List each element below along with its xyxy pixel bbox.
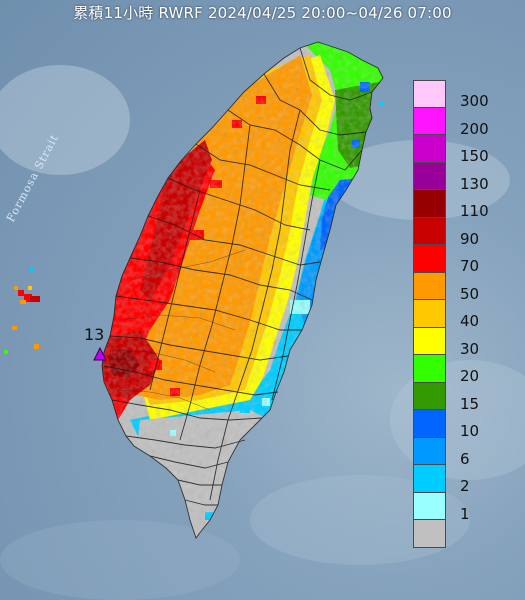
- legend-label: 50: [460, 284, 480, 303]
- legend-label: 200: [460, 119, 489, 138]
- legend-row: 50: [413, 272, 513, 303]
- legend-label: 15: [460, 394, 480, 413]
- legend-swatch: [413, 355, 446, 383]
- legend-row: 150: [413, 135, 513, 165]
- admin-boundaries: [101, 41, 384, 539]
- rivers: [111, 249, 246, 411]
- islet: [380, 102, 383, 105]
- legend-row: [413, 520, 513, 548]
- legend-swatch: [413, 80, 446, 108]
- legend-row: 10: [413, 410, 513, 440]
- legend-label: 20: [460, 367, 480, 385]
- legend-label: 30: [460, 339, 480, 358]
- station-value-label: 13: [84, 325, 105, 344]
- legend-row: 200: [413, 107, 513, 138]
- legend-swatch: [413, 465, 446, 493]
- legend-label: 300: [460, 92, 489, 110]
- map-title: 累積11小時 RWRF 2024/04/25 20:00~04/26 07:00: [73, 4, 452, 22]
- legend-label: 150: [460, 147, 489, 165]
- legend-swatch: [413, 410, 446, 438]
- legend-label: 6: [460, 449, 470, 468]
- legend-swatch: [413, 245, 446, 273]
- legend-swatch: [413, 492, 446, 520]
- legend-swatch: [413, 520, 446, 548]
- legend-swatch: [413, 437, 446, 465]
- legend-label: 2: [460, 477, 470, 495]
- legend-row: 70: [413, 245, 513, 275]
- legend-swatch: [413, 327, 446, 355]
- legend-swatch: [413, 382, 446, 410]
- legend-swatch: [413, 135, 446, 163]
- legend-swatch: [413, 300, 446, 328]
- legend-label: 1: [460, 504, 470, 523]
- legend-row: 1: [413, 492, 513, 523]
- legend-swatch: [413, 190, 446, 218]
- legend-swatch: [413, 162, 446, 190]
- legend-row: 40: [413, 300, 513, 330]
- legend-swatch: [413, 107, 446, 135]
- legend-row: 300: [413, 80, 513, 110]
- legend-row: 30: [413, 327, 513, 358]
- legend-row: 110: [413, 190, 513, 220]
- legend-label: 90: [460, 229, 480, 248]
- legend-row: 2: [413, 465, 513, 495]
- legend-row: 130: [413, 162, 513, 193]
- legend-label: 40: [460, 312, 480, 330]
- legend-row: 90: [413, 217, 513, 248]
- penghu-islands: [4, 268, 40, 354]
- legend-label: 130: [460, 174, 489, 193]
- legend-swatch: [413, 272, 446, 300]
- legend-row: 15: [413, 382, 513, 413]
- color-legend: 300 200 150 130 110 90 70 50 40 30 20 15 10 6 2 1: [413, 80, 513, 548]
- legend-row: 20: [413, 355, 513, 385]
- legend-swatch: [413, 217, 446, 245]
- legend-label: 70: [460, 257, 480, 275]
- legend-label: 10: [460, 422, 480, 440]
- station-marker: [93, 346, 107, 361]
- legend-label: 110: [460, 202, 489, 220]
- legend-row: 6: [413, 437, 513, 468]
